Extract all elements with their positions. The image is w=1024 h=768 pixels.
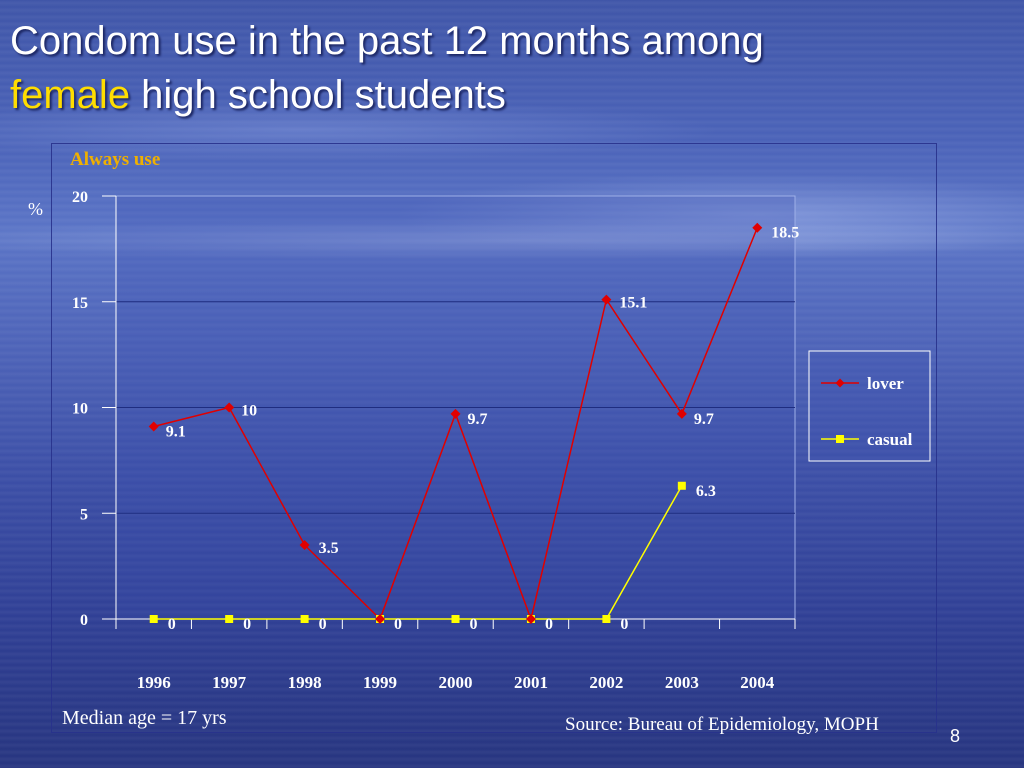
legend-label-casual: casual <box>867 430 913 449</box>
data-label-lover: 15.1 <box>619 295 647 312</box>
legend-marker-lover <box>835 378 845 388</box>
point-lover <box>525 614 536 624</box>
data-label-casual: 0 <box>620 616 628 633</box>
y-axis-label: % <box>28 199 43 219</box>
data-label-casual: 0 <box>545 616 553 633</box>
median-age-note: Median age = 17 yrs <box>62 707 227 729</box>
source-note: Source: Bureau of Epidemiology, MOPH <box>565 714 879 735</box>
data-label-casual: 0 <box>319 616 327 633</box>
data-label-lover: 9.1 <box>166 424 186 441</box>
data-label-lover: 9.7 <box>694 411 714 428</box>
point-lover <box>752 222 763 233</box>
chart-frame <box>51 143 937 733</box>
point-casual <box>225 615 234 623</box>
title-line1: Condom use in the past 12 months among <box>10 19 764 63</box>
y-tick-label: 15 <box>72 295 88 312</box>
title-highlight: female <box>10 73 131 117</box>
point-casual <box>300 615 309 623</box>
data-label-casual: 0 <box>470 616 478 633</box>
point-casual <box>602 615 611 623</box>
slide-title: Condom use in the past 12 months among f… <box>10 14 1010 122</box>
y-tick-label: 0 <box>80 612 88 629</box>
y-tick-label: 10 <box>72 401 88 418</box>
data-label-lover: 9.7 <box>468 411 488 428</box>
legend-box <box>808 350 931 462</box>
legend-marker-casual <box>836 435 844 443</box>
y-tick-label: 5 <box>80 506 88 523</box>
point-casual <box>149 615 158 623</box>
point-casual <box>451 615 460 623</box>
data-label-lover: 18.5 <box>771 225 799 242</box>
series-line-casual <box>153 485 683 620</box>
data-label-lover: 10 <box>241 403 257 420</box>
point-lover <box>299 539 310 550</box>
x-tick-label: 2000 <box>439 673 473 692</box>
data-label-lover: 3.5 <box>319 540 339 557</box>
data-label-casual: 0 <box>243 616 251 633</box>
data-label-casual: 0 <box>394 616 402 633</box>
point-casual <box>677 481 686 490</box>
chart-title: Always use <box>70 149 160 170</box>
x-tick-label: 2004 <box>740 673 775 692</box>
y-tick-label: 20 <box>72 189 88 206</box>
legend-label-lover: lover <box>867 374 904 393</box>
x-tick-label: 1999 <box>363 673 397 692</box>
x-tick-label: 1998 <box>288 673 322 692</box>
data-label-casual: 6.3 <box>696 483 716 500</box>
page-number: 8 <box>950 726 961 746</box>
point-lover <box>450 408 461 419</box>
title-rest: high school students <box>130 73 506 117</box>
x-tick-label: 1996 <box>137 673 171 692</box>
data-label-casual: 0 <box>168 616 176 633</box>
point-lover <box>148 421 159 432</box>
point-lover <box>375 614 386 624</box>
point-lover <box>601 294 612 305</box>
x-tick-label: 2003 <box>665 673 699 692</box>
point-lover <box>224 402 235 413</box>
point-lover <box>676 408 687 419</box>
x-tick-label: 2002 <box>589 673 623 692</box>
x-tick-label: 2001 <box>514 673 548 692</box>
x-tick-label: 1997 <box>212 673 247 692</box>
